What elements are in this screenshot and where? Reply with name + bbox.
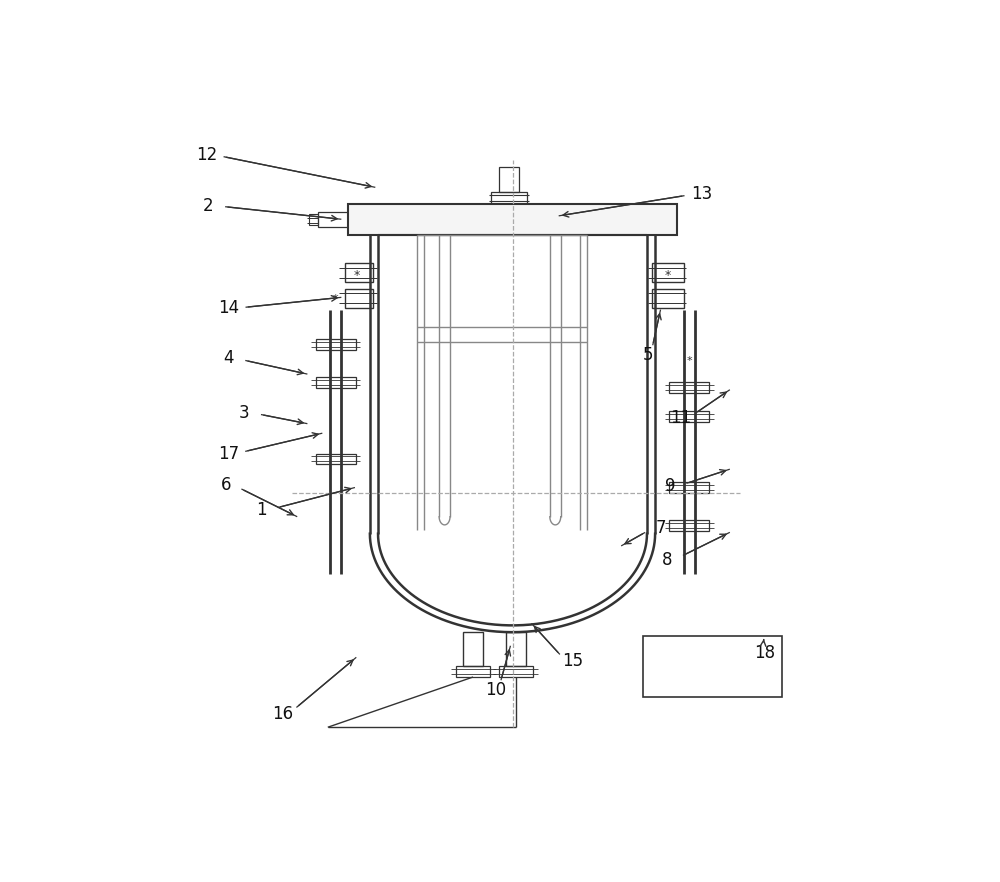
Text: 4: 4	[223, 349, 234, 368]
Bar	[669, 411, 709, 422]
Text: *: *	[665, 269, 671, 282]
Text: 8: 8	[662, 550, 673, 569]
Bar	[309, 213, 318, 225]
Bar	[456, 666, 490, 677]
Bar	[669, 520, 709, 531]
Text: 7: 7	[655, 519, 666, 537]
Bar	[491, 192, 527, 205]
Bar	[669, 482, 709, 493]
Text: 12: 12	[196, 146, 218, 164]
Text: 16: 16	[272, 705, 294, 722]
Bar	[463, 632, 483, 666]
Text: 15: 15	[562, 653, 583, 670]
Bar	[499, 666, 533, 677]
Text: 5: 5	[643, 346, 654, 364]
Text: 18: 18	[755, 644, 776, 662]
Bar	[318, 212, 348, 227]
Text: *: *	[686, 355, 692, 365]
Bar	[348, 205, 677, 235]
Text: 1: 1	[256, 501, 267, 519]
Bar	[643, 636, 782, 697]
Bar	[506, 632, 526, 666]
Text: 2: 2	[203, 197, 214, 214]
Bar	[652, 288, 684, 308]
Bar	[345, 288, 373, 308]
Text: 17: 17	[218, 445, 239, 462]
Text: 13: 13	[691, 185, 712, 203]
Bar	[316, 453, 356, 465]
Bar	[345, 264, 373, 282]
Bar	[316, 340, 356, 350]
Bar	[669, 382, 709, 393]
Text: 11: 11	[670, 409, 692, 427]
Bar	[316, 377, 356, 388]
Text: *: *	[354, 269, 360, 282]
Text: *: *	[333, 295, 339, 304]
Text: 6: 6	[221, 475, 231, 494]
Text: 14: 14	[218, 299, 239, 318]
Bar	[652, 264, 684, 282]
Bar	[499, 167, 519, 192]
Text: 9: 9	[665, 477, 675, 495]
Text: 10: 10	[485, 681, 506, 699]
Text: 3: 3	[239, 404, 250, 422]
